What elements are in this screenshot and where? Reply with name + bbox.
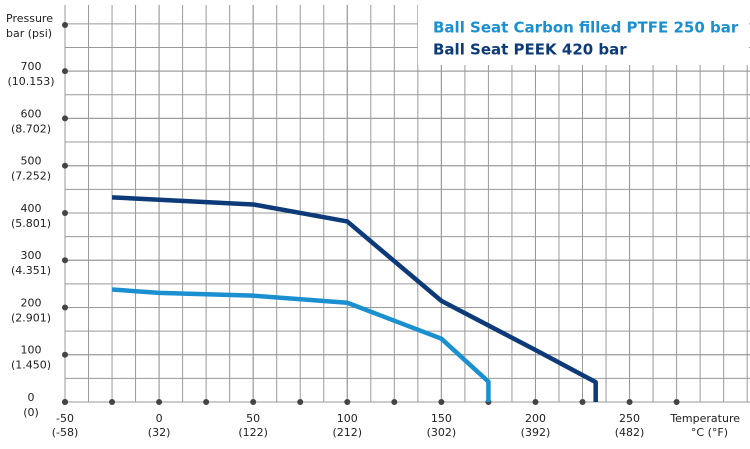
- tick-mark: [250, 399, 257, 405]
- tick-mark: [62, 351, 68, 358]
- y-tick-label: 300: [21, 249, 42, 262]
- axis-dot: [62, 22, 68, 28]
- y-tick-label: 400: [21, 202, 42, 215]
- x-axis-label: °C (°F): [691, 426, 728, 439]
- y-tick-label: 200: [21, 296, 42, 309]
- legend-entry: Ball Seat Carbon filled PTFE 250 bar: [433, 19, 739, 37]
- tick-mark: [62, 257, 68, 264]
- y-tick-label: 100: [21, 344, 42, 357]
- y-tick-label: (7.252): [11, 170, 51, 183]
- tick-dot: [673, 399, 680, 405]
- x-tick-label: -50: [56, 412, 74, 425]
- series-line: [111, 195, 598, 402]
- y-axis-label: Pressure: [6, 12, 53, 25]
- x-tick-label: (32): [148, 426, 171, 439]
- y-tick-label: (4.351): [11, 264, 51, 277]
- tick-dot: [579, 399, 586, 405]
- x-tick-label: 200: [525, 412, 546, 425]
- y-tick-label: 500: [21, 155, 42, 168]
- x-tick-label: 50: [246, 412, 260, 425]
- y-tick-label: (1.450): [11, 359, 51, 372]
- tick-mark: [626, 399, 633, 405]
- y-tick-label: (5.801): [11, 217, 51, 230]
- legend-entry: Ball Seat PEEK 420 bar: [433, 41, 627, 59]
- tick-dot: [203, 399, 210, 405]
- x-tick-label: 100: [337, 412, 358, 425]
- tick-mark: [62, 399, 68, 405]
- x-tick-label: 250: [619, 412, 640, 425]
- legend-box: [418, 5, 749, 65]
- tick-mark: [62, 304, 68, 311]
- y-tick-label: (8.702): [11, 122, 51, 135]
- tick-dot: [109, 399, 116, 405]
- x-tick-label: 150: [431, 412, 452, 425]
- x-tick-label: (212): [332, 426, 362, 439]
- tick-mark: [156, 399, 163, 405]
- tick-mark: [62, 115, 68, 122]
- tick-dot: [391, 399, 398, 405]
- tick-mark: [62, 68, 68, 75]
- tick-dot: [297, 399, 304, 405]
- x-tick-label: (302): [427, 426, 457, 439]
- y-tick-label: (0): [23, 406, 39, 419]
- x-axis-label: Temperature: [669, 412, 740, 425]
- tick-mark: [62, 209, 68, 216]
- series-line: [111, 287, 491, 402]
- x-tick-label: 0: [156, 412, 163, 425]
- y-axis-label: bar (psi): [6, 27, 52, 40]
- tick-mark: [532, 399, 539, 405]
- y-tick-label: (10.153): [7, 75, 54, 88]
- x-tick-label: (-58): [52, 426, 79, 439]
- x-tick-label: (392): [521, 426, 551, 439]
- tick-mark: [344, 399, 351, 405]
- y-tick-label: 0: [28, 391, 35, 404]
- y-tick-label: (2.901): [11, 311, 51, 324]
- tick-mark: [438, 399, 445, 405]
- tick-mark: [62, 162, 68, 169]
- y-tick-label: 600: [21, 107, 42, 120]
- y-tick-label: 700: [21, 60, 42, 73]
- x-tick-label: (122): [238, 426, 268, 439]
- x-tick-label: (482): [615, 426, 645, 439]
